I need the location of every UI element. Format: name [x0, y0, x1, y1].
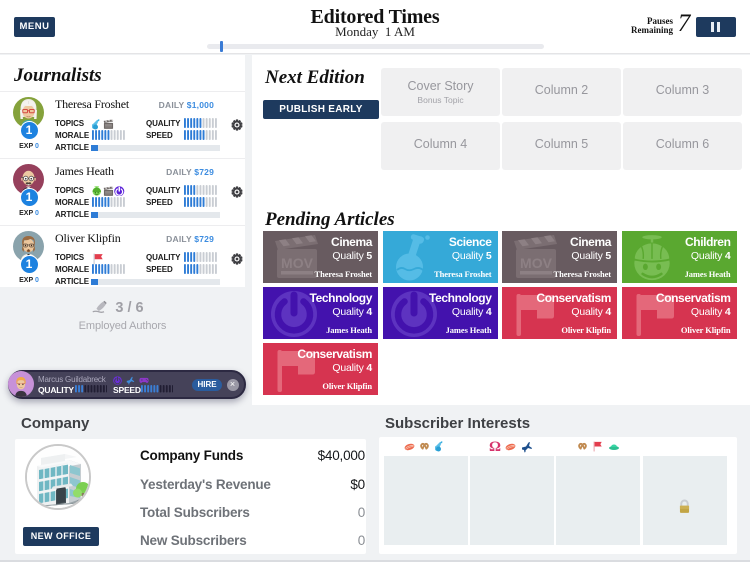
svg-text:MOV: MOV: [281, 255, 314, 271]
svg-text:MOV: MOV: [520, 255, 553, 271]
